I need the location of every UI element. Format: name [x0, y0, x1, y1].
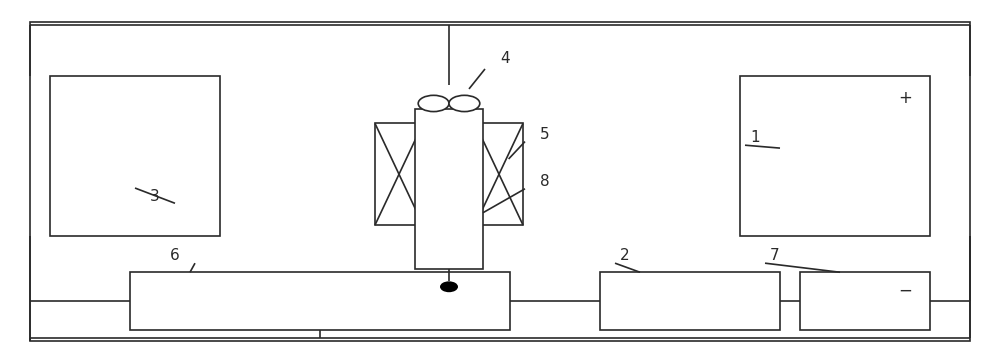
Text: 8: 8 — [540, 174, 550, 189]
Bar — [740, 76, 930, 236]
Text: 2: 2 — [620, 248, 630, 264]
Text: +: + — [898, 89, 912, 107]
Bar — [475, 123, 523, 225]
Text: 6: 6 — [170, 248, 180, 264]
Text: 3: 3 — [150, 188, 160, 204]
Bar — [375, 123, 423, 225]
Text: 1: 1 — [750, 130, 760, 146]
Bar — [600, 272, 780, 330]
Text: 7: 7 — [770, 248, 780, 264]
Bar — [800, 272, 930, 330]
Ellipse shape — [418, 95, 449, 111]
Text: 5: 5 — [540, 127, 550, 142]
Text: −: − — [898, 281, 912, 299]
Text: 4: 4 — [500, 50, 510, 66]
Bar — [415, 109, 483, 269]
Ellipse shape — [449, 95, 480, 111]
Bar — [130, 272, 510, 330]
Ellipse shape — [440, 281, 458, 292]
Bar — [50, 76, 220, 236]
Bar — [30, 22, 970, 341]
